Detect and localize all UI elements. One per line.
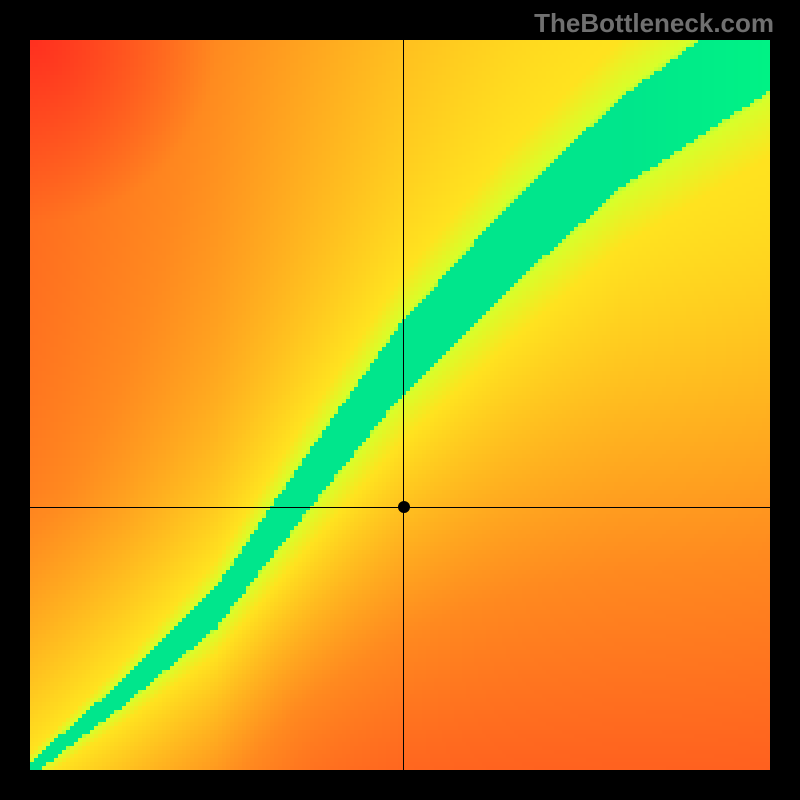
heatmap-plot-area (30, 40, 770, 770)
watermark-text: TheBottleneck.com (534, 8, 774, 39)
selection-marker-dot (398, 501, 410, 513)
heatmap-canvas (30, 40, 770, 770)
crosshair-vertical (403, 40, 404, 770)
chart-container: TheBottleneck.com (0, 0, 800, 800)
